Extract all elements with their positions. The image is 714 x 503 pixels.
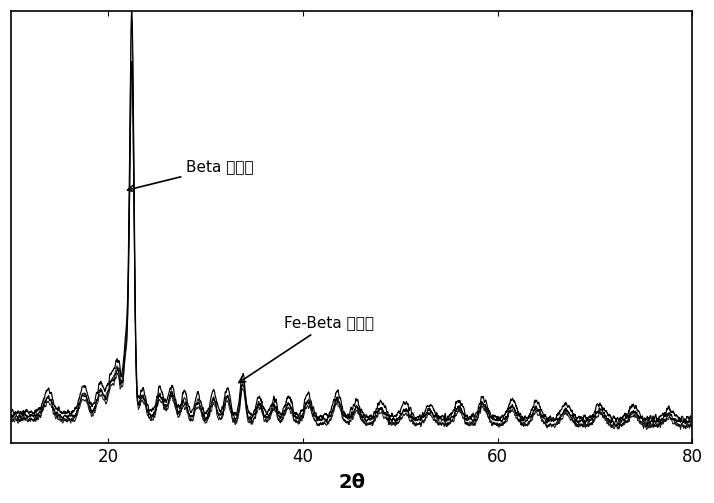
X-axis label: 2θ: 2θ — [338, 473, 366, 492]
Text: Beta 分子筛: Beta 分子筛 — [128, 159, 254, 192]
Text: Fe-Beta 分子筛: Fe-Beta 分子筛 — [238, 315, 373, 382]
